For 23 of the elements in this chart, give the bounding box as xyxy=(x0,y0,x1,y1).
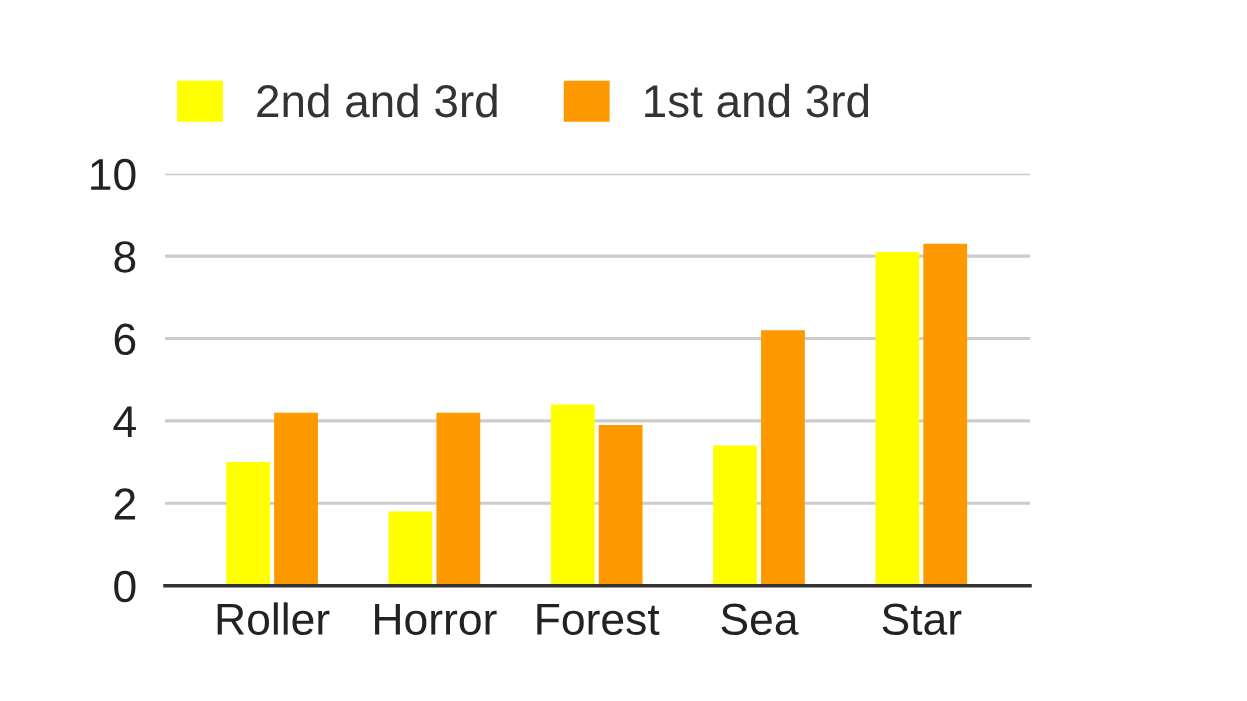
bar xyxy=(436,412,481,586)
y-tick-label: 10 xyxy=(91,158,136,191)
x-tick-label: Horror xyxy=(375,603,497,635)
y-tick-label: 8 xyxy=(114,241,136,273)
bar xyxy=(875,251,920,586)
bar xyxy=(598,425,643,586)
bar xyxy=(388,511,433,586)
x-tick-label: Forest xyxy=(537,603,660,635)
bar xyxy=(923,243,968,586)
x-tick-label: Sea xyxy=(721,603,799,635)
bar xyxy=(274,412,318,586)
bar xyxy=(713,445,757,586)
bar xyxy=(226,462,271,586)
y-tick-label: 6 xyxy=(114,323,136,356)
y-tick-label: 0 xyxy=(114,570,136,603)
legend-label: 1st and 3rd xyxy=(645,83,869,118)
bar xyxy=(550,404,595,586)
x-tick-label: Star xyxy=(882,603,962,635)
legend-label: 2nd and 3rd xyxy=(257,83,497,118)
bar xyxy=(761,330,805,586)
x-tick-label: Roller xyxy=(217,602,330,635)
y-tick-label: 4 xyxy=(113,406,136,437)
y-tick-label: 2 xyxy=(114,488,135,520)
